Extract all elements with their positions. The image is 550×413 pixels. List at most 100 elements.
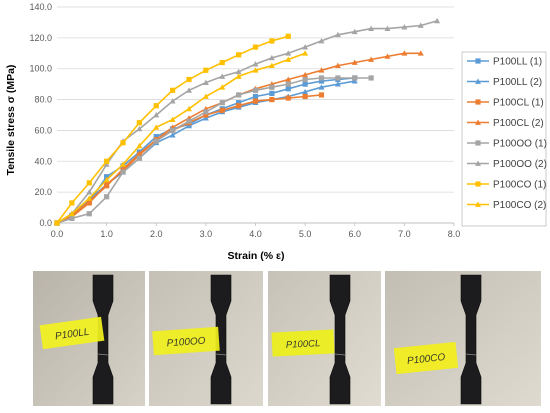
- data-point: [103, 176, 110, 183]
- data-point: [417, 22, 424, 28]
- x-tick-label: 8.0: [448, 229, 461, 239]
- label-tag: P100CL: [271, 329, 335, 357]
- data-point: [219, 59, 225, 66]
- data-point: [136, 150, 143, 156]
- data-point: [186, 105, 192, 112]
- data-point: [86, 189, 93, 195]
- data-point: [104, 158, 110, 164]
- y-tick-labels: 0.0 20.0 40.0 60.0 80.0 100.0 120.0 140.0: [29, 2, 52, 228]
- tag-paper: [152, 326, 220, 356]
- data-point: [153, 112, 160, 118]
- label-tag: P100LL: [39, 316, 105, 350]
- legend-marker: [475, 181, 481, 187]
- series-p100oo-2: [54, 17, 441, 226]
- data-point: [86, 195, 93, 201]
- x-tick-label: 2.0: [150, 229, 163, 239]
- data-point: [120, 169, 126, 175]
- x-axis-title: Strain (% ε): [228, 250, 285, 262]
- data-point: [153, 134, 159, 140]
- data-point: [219, 84, 226, 90]
- data-point: [219, 107, 225, 113]
- data-point: [202, 79, 209, 85]
- data-point: [153, 103, 159, 109]
- data-point: [302, 50, 309, 56]
- data-point: [186, 87, 192, 93]
- x-tick-label: 1.0: [100, 229, 113, 239]
- tag-label: P100CL: [286, 338, 321, 351]
- data-point: [285, 81, 291, 87]
- data-point: [202, 115, 209, 121]
- series-p100co-2: [54, 50, 309, 226]
- data-point: [352, 75, 358, 81]
- data-point: [235, 73, 242, 79]
- data-point: [236, 103, 242, 109]
- data-point: [269, 90, 275, 96]
- data-point: [203, 112, 209, 118]
- data-point: [318, 37, 325, 44]
- data-point: [86, 180, 92, 186]
- legend-marker: [475, 160, 481, 166]
- data-point: [203, 109, 209, 115]
- legend-item: P100CO (2): [467, 200, 546, 211]
- legend-marker: [475, 201, 481, 207]
- data-point: [136, 142, 143, 149]
- data-point: [120, 140, 126, 146]
- x-tick-label: 3.0: [200, 229, 213, 239]
- data-point: [186, 76, 192, 83]
- y-tick-label: 60.0: [34, 125, 52, 135]
- dogbone-specimen: [329, 274, 351, 405]
- data-point: [417, 50, 424, 56]
- data-point: [384, 25, 391, 31]
- data-point: [86, 211, 92, 217]
- data-point: [334, 62, 341, 69]
- legend-marker: [475, 58, 481, 64]
- axes: [56, 222, 455, 226]
- legend-label: P100OO (1): [493, 139, 547, 150]
- series-line: [56, 94, 322, 224]
- legend-label: P100CO (2): [493, 200, 546, 211]
- tag-paper: [393, 341, 459, 375]
- fracture-line: [334, 353, 346, 356]
- data-point: [120, 161, 126, 167]
- data-point: [186, 122, 192, 129]
- data-point: [302, 76, 308, 83]
- legend-item: P100LL (2): [467, 77, 542, 88]
- data-point: [351, 28, 358, 35]
- legend-label: P100CO (1): [493, 180, 546, 191]
- data-point: [285, 86, 291, 92]
- label-tag: P100CO: [393, 341, 459, 375]
- data-point: [302, 81, 308, 87]
- legend-item: P100CO (1): [467, 180, 546, 191]
- data-point: [252, 67, 259, 73]
- data-point: [136, 155, 142, 161]
- data-point: [268, 62, 275, 69]
- data-point: [86, 198, 93, 204]
- data-point: [368, 25, 375, 31]
- legend: P100LL (1) P100LL (2) P100CL (1) P100CL (2)…: [461, 51, 547, 227]
- data-point: [285, 50, 292, 56]
- legend-label: P100LL (2): [493, 77, 542, 88]
- data-point: [236, 92, 242, 98]
- data-point: [285, 95, 291, 101]
- data-point: [169, 116, 176, 123]
- data-point: [170, 127, 176, 134]
- legend-item: P100CL (2): [467, 118, 544, 129]
- data-point: [252, 61, 259, 67]
- data-point: [169, 98, 176, 104]
- data-point: [169, 132, 176, 138]
- y-tick-label: 20.0: [34, 187, 52, 197]
- data-point: [202, 93, 209, 99]
- legend-marker: [475, 119, 481, 125]
- data-point: [269, 38, 275, 44]
- y-tick-label: 100.0: [29, 64, 52, 74]
- data-point: [236, 100, 242, 106]
- data-point: [104, 194, 110, 200]
- dogbone-specimen: [210, 274, 232, 405]
- data-point: [69, 200, 75, 206]
- stress-strain-chart: 0.0 20.0 40.0 60.0 80.0 100.0 120.0 140.0 0.0 1.…: [5, 2, 547, 262]
- data-point: [136, 120, 142, 126]
- y-tick-label: 120.0: [29, 33, 52, 43]
- specimen-photos: P100LL P100OO P100CL P100CO: [33, 271, 541, 406]
- data-point: [368, 56, 375, 62]
- data-point: [103, 182, 110, 189]
